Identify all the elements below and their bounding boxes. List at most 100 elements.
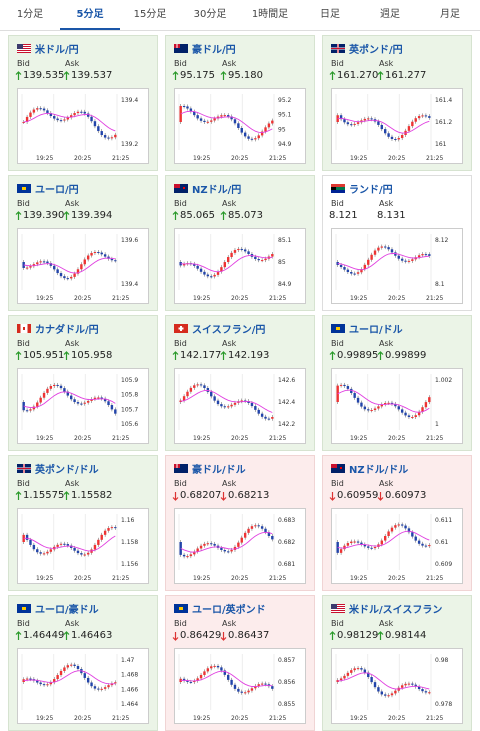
candle-body (93, 686, 97, 689)
rate-card[interactable]: 英ポンド/円 Bid Ask 161.270 161.277 161.4 161.2 161 1… (322, 35, 472, 171)
rate-card[interactable]: ランド/円 Bid Ask 8.121 8.131 8.12 8.1 19:25 20:25 21… (322, 175, 472, 311)
flag-part (331, 464, 345, 473)
tab[interactable]: 5分足 (60, 0, 120, 30)
rate-card[interactable]: ユーロ/英ポンド Bid Ask 0.86429 0.86437 0.857 0.856 0.… (165, 595, 315, 731)
tab[interactable]: 15分足 (133, 9, 167, 20)
rate-card[interactable]: NZドル/円 Bid Ask 85.065 85.073 85.1 85 84.9 19:25 2… (165, 175, 315, 311)
candle-body (254, 525, 257, 527)
rate-card[interactable]: ユーロ/円 Bid Ask 139.390 139.394 139.6 139.4 19:25… (8, 175, 158, 311)
chart-frame (331, 88, 463, 164)
rate-card[interactable]: ユーロ/ドル Bid Ask 0.99895 0.99899 1.002 1 19:25 20:… (322, 315, 472, 451)
candle-body (103, 530, 107, 535)
candle-body (220, 267, 223, 272)
candle-body (76, 665, 80, 669)
candle-body (69, 545, 73, 548)
candle-body (240, 127, 243, 133)
candle-body (267, 532, 271, 536)
candle-body (353, 668, 356, 671)
candle-body (53, 265, 56, 270)
candle-body (370, 677, 373, 683)
candle-body (182, 554, 186, 557)
flag (174, 184, 188, 193)
candle-body (257, 259, 260, 261)
candle-body (97, 397, 100, 399)
chart-frame (174, 88, 306, 164)
candle-body (421, 254, 424, 256)
candle-body (179, 262, 182, 266)
candle-body (103, 398, 107, 402)
rate-card[interactable]: NZドル/ドル Bid Ask 0.60959 0.60973 0.611 0.61 0.60… (322, 455, 472, 591)
candle-body (182, 396, 186, 401)
moving-average (23, 257, 116, 274)
bid-value: 139.390 (15, 210, 64, 221)
candle-body (199, 384, 203, 386)
candle-body (56, 384, 59, 386)
candle-body (373, 408, 377, 411)
ask-value: 95.180 (220, 70, 263, 81)
pair-name: ユーロ/円 (35, 185, 79, 196)
candle-body (213, 665, 216, 667)
y-tick-label: 142.4 (278, 399, 295, 406)
x-tick-label: 19:25 (36, 575, 53, 582)
candle-body (186, 106, 189, 109)
candle-body (80, 264, 83, 270)
rate-card[interactable]: 米ドル/円 Bid Ask 139.535 139.537 139.4 139.2 19:25… (8, 35, 158, 171)
bid-label: Bid (17, 199, 30, 208)
flag-part (174, 44, 188, 53)
candle-body (97, 252, 100, 254)
candle-body (250, 402, 254, 407)
y-tick-label: 161 (435, 141, 447, 148)
candle-body (363, 118, 367, 121)
rate-card[interactable]: 豪ドル/円 Bid Ask 95.175 95.180 95.2 95.1 95 94.9 19:… (165, 35, 315, 171)
x-tick-label: 21:25 (269, 435, 286, 442)
candle-body (373, 250, 377, 255)
candle-body (350, 541, 353, 544)
ask-value: 142.193 (220, 350, 269, 361)
candle-body (377, 406, 380, 409)
rate-card[interactable]: ユーロ/豪ドル Bid Ask 1.46449 1.46463 1.47 1.468 1.46… (8, 595, 158, 731)
x-tick-label: 19:25 (36, 435, 53, 442)
bid-text: 105.951 (23, 350, 65, 361)
candle-body (73, 113, 76, 116)
ask-label: Ask (65, 479, 80, 488)
candle-body (42, 392, 46, 398)
candle-body (213, 396, 216, 401)
candle-body (397, 406, 400, 410)
tab[interactable]: 1分足 (16, 9, 44, 20)
candle-body (346, 386, 350, 389)
candle-body (100, 131, 103, 136)
trend-arrow (63, 630, 70, 640)
candle-body (223, 262, 227, 268)
trend-arrow (329, 70, 336, 80)
ask-text: 85.073 (228, 210, 263, 221)
rate-card[interactable]: カナダドル/円 Bid Ask 105.951 105.958 105.9 105.8 105… (8, 315, 158, 451)
candle-body (110, 258, 114, 261)
candle-body (210, 276, 213, 278)
candle-body (346, 672, 350, 676)
candle-body (363, 669, 367, 673)
candle-body (86, 113, 90, 117)
rate-card[interactable]: 豪ドル/ドル Bid Ask 0.68207 0.68213 0.683 0.682 0.68… (165, 455, 315, 591)
tab[interactable]: 月足 (440, 9, 460, 20)
rate-card[interactable]: スイスフラン/円 Bid Ask 142.177 142.193 142.6 142.4 14… (165, 315, 315, 451)
x-tick-label: 20:25 (388, 155, 405, 162)
candle-body (404, 525, 407, 529)
candle-body (404, 683, 407, 686)
flag (17, 464, 31, 473)
y-tick-label: 1.16 (121, 517, 135, 524)
candle-body (76, 402, 80, 404)
tab[interactable]: 日足 (320, 9, 340, 20)
tab[interactable]: 30分足 (193, 9, 227, 20)
bid-label: Bid (331, 59, 344, 68)
arrow-path (15, 350, 22, 360)
candle-body (76, 550, 80, 554)
candle-body (216, 665, 220, 668)
trend-arrow (377, 70, 384, 80)
rate-card[interactable]: 米ドル/スイスフラン Bid Ask 0.98129 0.98144 0.98 0.978 1… (322, 595, 472, 731)
tab[interactable]: 週足 (380, 9, 400, 20)
candle-body (233, 402, 237, 405)
candle-body (97, 688, 100, 690)
candle-body (400, 409, 404, 413)
tab[interactable]: 1時間足 (251, 9, 289, 20)
rate-card[interactable]: 英ポンド/ドル Bid Ask 1.15575 1.15582 1.16 1.158 1.15… (8, 455, 158, 591)
